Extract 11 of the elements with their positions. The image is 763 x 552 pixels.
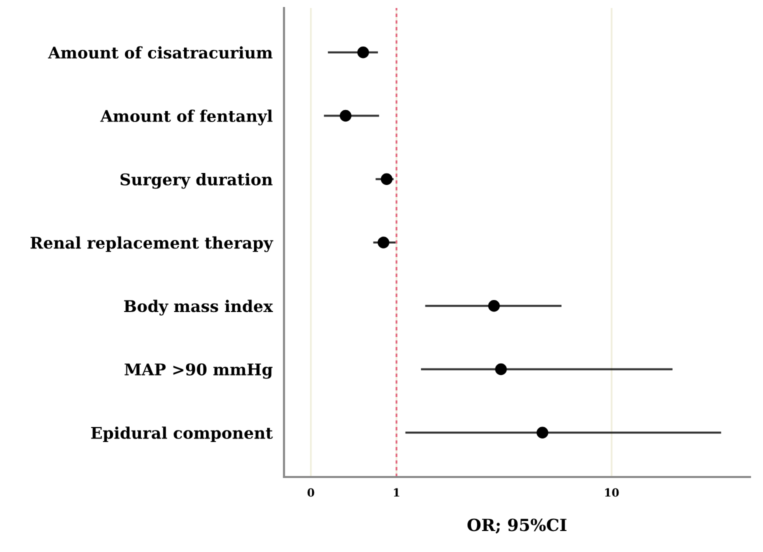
x-axis-title: OR; 95%CI [467,518,566,534]
y-tick-label: MAP >90 mmHg [124,363,273,379]
y-tick-label: Amount of cisatracurium [48,46,273,59]
y-tick-label: Amount of fentanyl [100,110,272,126]
x-tick-label: 1 [394,488,400,497]
y-tick-label: Surgery duration [120,173,273,189]
x-tick-label: 0 [308,488,314,497]
x-tick-label: 10 [605,488,619,497]
y-tick-label: Renal replacement therapy [30,236,274,252]
y-tick-label: Epidural component [91,426,273,442]
y-tick-label: Body mass index [124,300,273,316]
